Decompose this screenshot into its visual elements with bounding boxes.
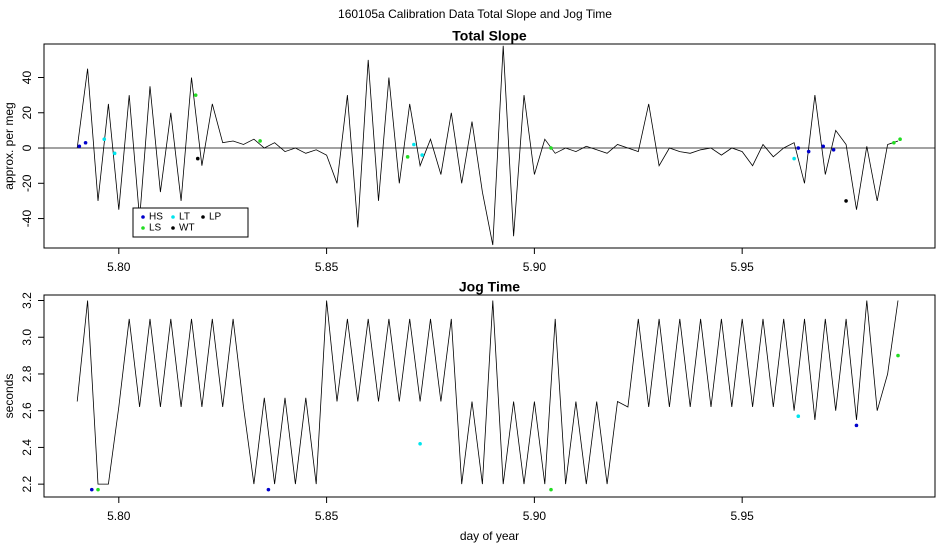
data-point: [266, 487, 271, 492]
y-tick-label: 20: [20, 106, 34, 120]
legend-label: LT: [179, 212, 190, 223]
legend-label: HS: [149, 212, 163, 223]
data-point: [405, 155, 410, 159]
data-point: [193, 93, 198, 97]
x-tick-label: 5.95: [730, 509, 754, 523]
y-tick-label: 3.0: [20, 329, 34, 346]
plot-frame: [43, 43, 936, 249]
x-tick-label: 5.80: [107, 260, 131, 274]
legend-marker: [201, 215, 205, 219]
x-tick-label: 5.80: [107, 509, 131, 523]
data-point: [898, 137, 902, 142]
data-point: [796, 414, 801, 419]
data-point: [549, 487, 553, 492]
x-axis-label: day of year: [460, 529, 519, 543]
x-tick-label: 5.85: [315, 509, 339, 523]
y-tick-label: -20: [20, 174, 34, 192]
panel-title: Total Slope: [452, 28, 527, 44]
data-point: [77, 144, 82, 149]
y-tick-label: 2.8: [20, 365, 34, 382]
data-point: [896, 353, 900, 358]
data-point: [412, 142, 416, 147]
legend-label: WT: [179, 223, 195, 234]
legend-box: [132, 207, 249, 238]
x-tick-label: 5.95: [730, 260, 754, 274]
legend-marker: [141, 215, 145, 219]
data-point: [844, 199, 848, 203]
data-point: [549, 146, 553, 150]
data-point: [258, 139, 262, 143]
y-tick-label: 2.4: [20, 439, 34, 456]
y-tick-label: 2.2: [20, 475, 34, 492]
legend-label: LS: [149, 223, 162, 234]
x-tick-label: 5.90: [523, 260, 547, 274]
data-point: [89, 487, 94, 492]
data-point: [420, 153, 424, 157]
data-point: [792, 156, 796, 161]
page-title: 160105a Calibration Data Total Slope and…: [338, 7, 612, 21]
legend-label: LP: [209, 212, 222, 223]
x-tick-label: 5.85: [315, 260, 339, 274]
y-tick-label: 2.6: [20, 402, 34, 419]
legend-marker: [171, 215, 175, 219]
data-point: [83, 140, 88, 145]
y-tick-label: 40: [20, 71, 34, 85]
x-tick-label: 5.90: [523, 509, 547, 523]
y-tick-label: 0: [20, 144, 34, 151]
data-point: [854, 423, 859, 428]
legend-marker: [141, 226, 145, 230]
y-tick-label: -40: [20, 210, 34, 228]
plot-frame: [43, 294, 936, 498]
data-point: [821, 144, 826, 149]
data-point: [96, 487, 100, 492]
data-point: [195, 156, 200, 161]
panel-title: Jog Time: [459, 279, 520, 295]
data-point: [892, 140, 896, 145]
data-line: [76, 45, 899, 246]
data-line: [76, 300, 899, 485]
data-point: [806, 149, 811, 154]
legend-marker: [171, 226, 175, 230]
data-point: [102, 137, 107, 142]
data-point: [418, 441, 422, 446]
y-axis-label: approx. per meg: [2, 102, 16, 189]
y-axis-label: seconds: [2, 374, 16, 419]
data-point: [796, 146, 801, 150]
data-point: [112, 151, 117, 156]
y-tick-label: 3.2: [20, 292, 34, 309]
data-point: [831, 147, 836, 152]
